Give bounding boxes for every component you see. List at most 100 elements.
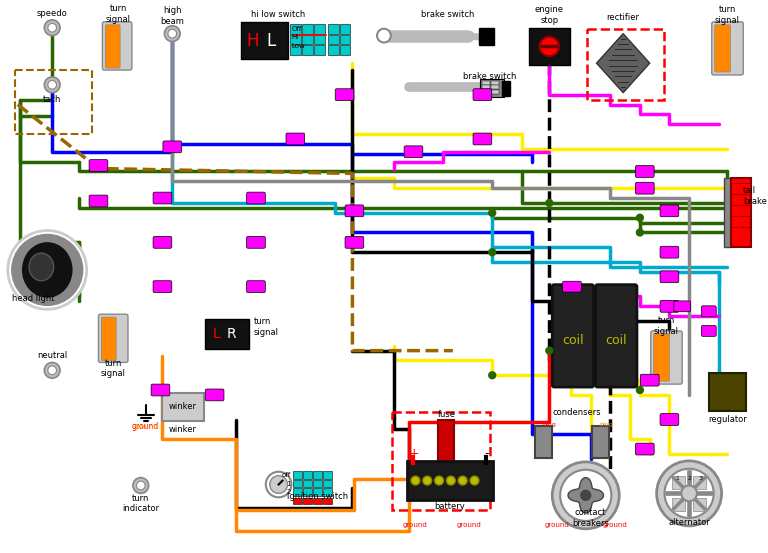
FancyBboxPatch shape xyxy=(635,182,654,194)
Circle shape xyxy=(48,81,57,89)
Bar xyxy=(672,498,685,510)
Polygon shape xyxy=(597,34,650,93)
Text: plug: plug xyxy=(542,422,556,427)
Circle shape xyxy=(488,210,495,216)
Text: speedo: speedo xyxy=(37,9,68,18)
Text: winker: winker xyxy=(169,402,197,411)
Bar xyxy=(314,24,325,34)
FancyBboxPatch shape xyxy=(247,192,265,204)
Text: ground: ground xyxy=(603,522,627,528)
FancyBboxPatch shape xyxy=(654,334,670,381)
Bar xyxy=(535,426,552,458)
Bar xyxy=(438,420,454,464)
Bar xyxy=(502,81,510,96)
Bar xyxy=(339,35,350,44)
Text: hi low switch: hi low switch xyxy=(251,11,306,19)
Circle shape xyxy=(637,229,644,236)
Bar xyxy=(482,90,490,93)
Circle shape xyxy=(560,469,611,521)
Text: ground: ground xyxy=(134,424,158,430)
Circle shape xyxy=(45,77,60,93)
Circle shape xyxy=(539,36,559,56)
Circle shape xyxy=(45,362,60,378)
FancyBboxPatch shape xyxy=(153,237,172,248)
Circle shape xyxy=(45,20,60,35)
Bar xyxy=(481,79,504,97)
FancyBboxPatch shape xyxy=(701,306,717,317)
Circle shape xyxy=(48,366,57,374)
Bar xyxy=(492,90,499,93)
Text: 3: 3 xyxy=(699,476,703,481)
FancyBboxPatch shape xyxy=(345,237,364,248)
Circle shape xyxy=(470,476,479,485)
FancyBboxPatch shape xyxy=(596,285,637,387)
Bar xyxy=(482,81,490,85)
Bar xyxy=(205,319,249,348)
Text: brake switch: brake switch xyxy=(421,11,475,19)
Text: Low: Low xyxy=(291,44,305,49)
Text: ground: ground xyxy=(403,522,428,528)
FancyBboxPatch shape xyxy=(89,160,108,171)
Text: coil: coil xyxy=(605,334,627,347)
FancyBboxPatch shape xyxy=(473,133,492,145)
Bar xyxy=(687,469,691,487)
Text: tach: tach xyxy=(43,95,61,104)
Bar xyxy=(303,498,312,504)
FancyBboxPatch shape xyxy=(89,195,108,207)
Bar xyxy=(303,488,312,497)
Text: 2: 2 xyxy=(687,476,691,481)
Bar xyxy=(290,45,301,55)
Bar xyxy=(293,498,303,504)
Text: head light: head light xyxy=(12,294,55,303)
Circle shape xyxy=(377,29,391,43)
Circle shape xyxy=(423,476,432,485)
Circle shape xyxy=(637,214,644,221)
Bar xyxy=(303,24,313,34)
Text: ground: ground xyxy=(545,522,570,528)
Text: tail
brake: tail brake xyxy=(743,186,767,206)
FancyBboxPatch shape xyxy=(660,414,679,425)
Text: fuse: fuse xyxy=(438,410,456,419)
FancyBboxPatch shape xyxy=(635,443,654,455)
Bar xyxy=(303,35,313,44)
Bar xyxy=(723,179,731,247)
Bar xyxy=(328,45,339,55)
Bar xyxy=(15,70,91,134)
FancyBboxPatch shape xyxy=(286,133,305,145)
Text: ground: ground xyxy=(456,522,481,528)
Bar xyxy=(314,35,325,44)
Text: neutral: neutral xyxy=(37,351,68,360)
Circle shape xyxy=(581,491,591,500)
FancyBboxPatch shape xyxy=(105,25,120,68)
Bar xyxy=(303,45,313,55)
FancyBboxPatch shape xyxy=(635,165,654,178)
Text: -: - xyxy=(484,447,488,461)
Text: brake switch: brake switch xyxy=(462,72,516,81)
Bar xyxy=(163,393,204,420)
Bar xyxy=(290,35,301,44)
Circle shape xyxy=(168,29,177,38)
Bar xyxy=(591,426,609,458)
Text: turn
signal: turn signal xyxy=(106,4,131,24)
Bar xyxy=(328,24,339,34)
Text: turn
signal: turn signal xyxy=(654,316,679,336)
FancyBboxPatch shape xyxy=(98,314,128,362)
Text: L: L xyxy=(266,32,276,50)
FancyBboxPatch shape xyxy=(153,281,172,293)
FancyBboxPatch shape xyxy=(345,205,364,217)
FancyBboxPatch shape xyxy=(660,300,679,312)
Bar xyxy=(406,461,493,500)
Circle shape xyxy=(137,481,145,490)
Text: turn
signal: turn signal xyxy=(254,317,279,337)
Circle shape xyxy=(411,476,420,485)
Bar xyxy=(392,411,490,510)
Circle shape xyxy=(546,347,553,354)
Text: plug: plug xyxy=(600,422,614,427)
FancyBboxPatch shape xyxy=(404,146,423,158)
Text: ground: ground xyxy=(132,422,159,431)
Circle shape xyxy=(488,372,495,379)
Bar xyxy=(293,471,303,478)
Bar xyxy=(313,479,322,487)
Bar xyxy=(492,81,499,85)
Circle shape xyxy=(435,476,443,485)
